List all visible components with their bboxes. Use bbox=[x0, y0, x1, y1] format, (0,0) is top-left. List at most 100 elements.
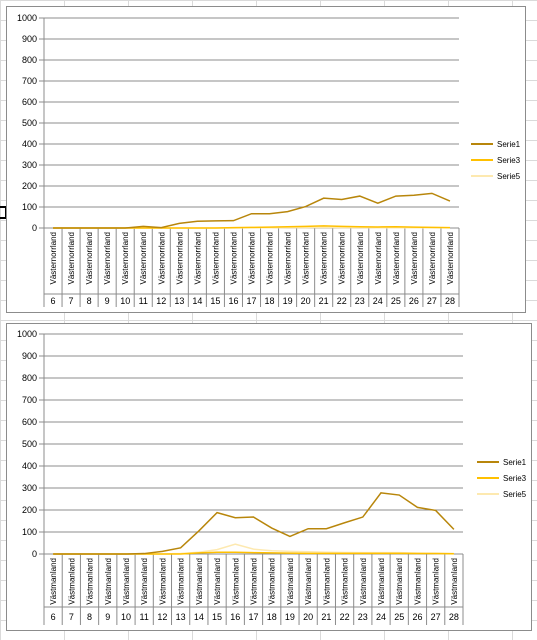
chart-1-x-tick-label: 12 bbox=[156, 296, 166, 306]
chart-1-group-label: Västernorrland bbox=[229, 232, 238, 284]
chart-1-group-label: Västernorrland bbox=[374, 232, 383, 284]
chart-1-y-tick-label: 600 bbox=[22, 97, 37, 107]
chart-2-legend-label-serie3: Serie3 bbox=[503, 474, 527, 483]
chart-1-x-tick-label: 24 bbox=[373, 296, 383, 306]
chart-2-group-label: Västmanland bbox=[158, 558, 167, 605]
chart-1-y-tick-label: 400 bbox=[22, 139, 37, 149]
chart-1-group-label: Västernorrland bbox=[266, 232, 275, 284]
chart-2-x-tick-label: 28 bbox=[449, 612, 459, 622]
chart-2-x-tick-label: 24 bbox=[376, 612, 386, 622]
chart-1-group-label: Västernorrland bbox=[428, 232, 437, 284]
chart-1-x-tick-label: 10 bbox=[120, 296, 130, 306]
chart-1-y-tick-label: 900 bbox=[22, 34, 37, 44]
chart-1-y-tick-label: 100 bbox=[22, 202, 37, 212]
chart-2-group-label: Västmanland bbox=[86, 558, 95, 605]
chart-2-x-tick-label: 20 bbox=[303, 612, 313, 622]
chart-1-legend-label-serie5: Serie5 bbox=[497, 172, 521, 181]
chart-1-group-label: Västernorrland bbox=[320, 232, 329, 284]
chart-1-x-tick-label: 9 bbox=[105, 296, 110, 306]
chart-1-x-tick-label: 28 bbox=[445, 296, 455, 306]
chart-2-x-tick-label: 26 bbox=[412, 612, 422, 622]
chart-1-y-tick-label: 300 bbox=[22, 160, 37, 170]
chart-1-group-label: Västernorrland bbox=[392, 232, 401, 284]
chart-2-y-tick-label: 100 bbox=[22, 527, 37, 537]
chart-1-y-tick-label: 800 bbox=[22, 55, 37, 65]
chart-1-group-label: Västernorrland bbox=[410, 232, 419, 284]
chart-2-group-label: Västmanland bbox=[250, 558, 259, 605]
chart-1-group-label: Västernorrland bbox=[103, 232, 112, 284]
chart-2-group-label: Västmanland bbox=[213, 558, 222, 605]
chart-1-legend-label-serie1: Serie1 bbox=[497, 140, 521, 149]
chart-vastmanland-svg: 0 100 200 300 400 500 600 700 800 900 1000 Västmanl… bbox=[17, 329, 527, 625]
chart-1-y-tick-label: 200 bbox=[22, 181, 37, 191]
chart-1-group-label: Västernorrland bbox=[85, 232, 94, 284]
chart-2-y-tick-label: 0 bbox=[32, 549, 37, 559]
chart-2-group-label: Västmanland bbox=[322, 558, 331, 605]
chart-2-y-tick-label: 400 bbox=[22, 461, 37, 471]
chart-1-x-tick-label: 7 bbox=[69, 296, 74, 306]
chart-2-x-tick-label: 14 bbox=[194, 612, 204, 622]
chart-vasternorrland-svg: 0 100 200 300 400 500 600 700 800 900 1000 Västerno… bbox=[17, 13, 521, 307]
chart-2-y-tick-label: 800 bbox=[22, 373, 37, 383]
chart-2-group-label: Västmanland bbox=[177, 558, 186, 605]
chart-2-group-label: Västmanland bbox=[304, 558, 313, 605]
chart-vasternorrland[interactable]: 0 100 200 300 400 500 600 700 800 900 1000 Västerno… bbox=[6, 6, 526, 313]
chart-1-legend-label-serie3: Serie3 bbox=[497, 156, 521, 165]
chart-1-group-label: Västernorrland bbox=[121, 232, 130, 284]
chart-1-x-tick-label: 8 bbox=[87, 296, 92, 306]
chart-2-x-tick-label: 10 bbox=[121, 612, 131, 622]
chart-1-x-tick-label: 17 bbox=[246, 296, 256, 306]
chart-2-x-tick-label: 23 bbox=[358, 612, 368, 622]
chart-1-x-tick-label: 15 bbox=[210, 296, 220, 306]
chart-1-y-tick-label: 0 bbox=[32, 223, 37, 233]
chart-2-group-label: Västmanland bbox=[432, 558, 441, 605]
chart-1-group-label: Västernorrland bbox=[284, 232, 293, 284]
chart-1-group-label: Västernorrland bbox=[175, 232, 184, 284]
chart-1-x-tick-label: 11 bbox=[139, 296, 148, 306]
chart-1-gridlines bbox=[39, 17, 459, 208]
chart-2-group-label: Västmanland bbox=[413, 558, 422, 605]
chart-2-x-tick-label: 7 bbox=[69, 612, 74, 622]
chart-2-group-label: Västmanland bbox=[268, 558, 277, 605]
chart-1-series-line-serie1 bbox=[53, 192, 451, 229]
chart-1-group-label: Västernorrland bbox=[446, 232, 455, 284]
chart-1-group-label: Västernorrland bbox=[248, 232, 257, 284]
chart-2-series-line-serie1 bbox=[53, 492, 455, 555]
chart-1-group-label: Västernorrland bbox=[67, 232, 76, 284]
chart-2-group-label: Västmanland bbox=[49, 558, 58, 605]
chart-2-x-tick-label: 17 bbox=[248, 612, 258, 622]
chart-2-group-label: Västmanland bbox=[140, 558, 149, 605]
chart-2-x-tick-label: 21 bbox=[321, 612, 331, 622]
chart-1-group-label: Västernorrland bbox=[49, 232, 58, 284]
chart-2-x-tick-label: 27 bbox=[431, 612, 441, 622]
chart-2-y-tick-label: 500 bbox=[22, 439, 37, 449]
chart-2-group-label: Västmanland bbox=[195, 558, 204, 605]
chart-1-x-tick-label: 16 bbox=[228, 296, 238, 306]
chart-1-group-label: Västernorrland bbox=[356, 232, 365, 284]
chart-2-group-label: Västmanland bbox=[104, 558, 113, 605]
chart-vastmanland[interactable]: 0 100 200 300 400 500 600 700 800 900 1000 Västmanl… bbox=[6, 323, 532, 631]
chart-2-group-label: Västmanland bbox=[377, 558, 386, 605]
chart-1-x-tick-label: 18 bbox=[265, 296, 275, 306]
chart-2-group-label: Västmanland bbox=[450, 558, 459, 605]
chart-1-group-label: Västernorrland bbox=[302, 232, 311, 284]
chart-1-x-tick-label: 13 bbox=[174, 296, 184, 306]
chart-2-y-tick-label: 900 bbox=[22, 351, 37, 361]
chart-1-x-tick-label: 22 bbox=[337, 296, 347, 306]
chart-2-gridlines bbox=[39, 333, 463, 533]
chart-1-x-tick-label: 21 bbox=[319, 296, 329, 306]
chart-2-y-tick-label: 600 bbox=[22, 417, 37, 427]
chart-2-group-label: Västmanland bbox=[286, 558, 295, 605]
chart-2-group-label: Västmanland bbox=[231, 558, 240, 605]
chart-2-y-tick-label: 1000 bbox=[17, 329, 37, 339]
chart-1-x-tick-label: 19 bbox=[283, 296, 293, 306]
chart-1-x-tick-label: 23 bbox=[355, 296, 365, 306]
chart-1-group-label: Västernorrland bbox=[211, 232, 220, 284]
chart-2-x-tick-label: 15 bbox=[212, 612, 222, 622]
chart-1-x-tick-label: 25 bbox=[391, 296, 401, 306]
chart-1-x-tick-label: 14 bbox=[192, 296, 202, 306]
chart-1-y-tick-label: 700 bbox=[22, 76, 37, 86]
chart-1-y-tick-label: 500 bbox=[22, 118, 37, 128]
chart-2-group-label: Västmanland bbox=[341, 558, 350, 605]
chart-2-x-tick-label: 22 bbox=[340, 612, 350, 622]
